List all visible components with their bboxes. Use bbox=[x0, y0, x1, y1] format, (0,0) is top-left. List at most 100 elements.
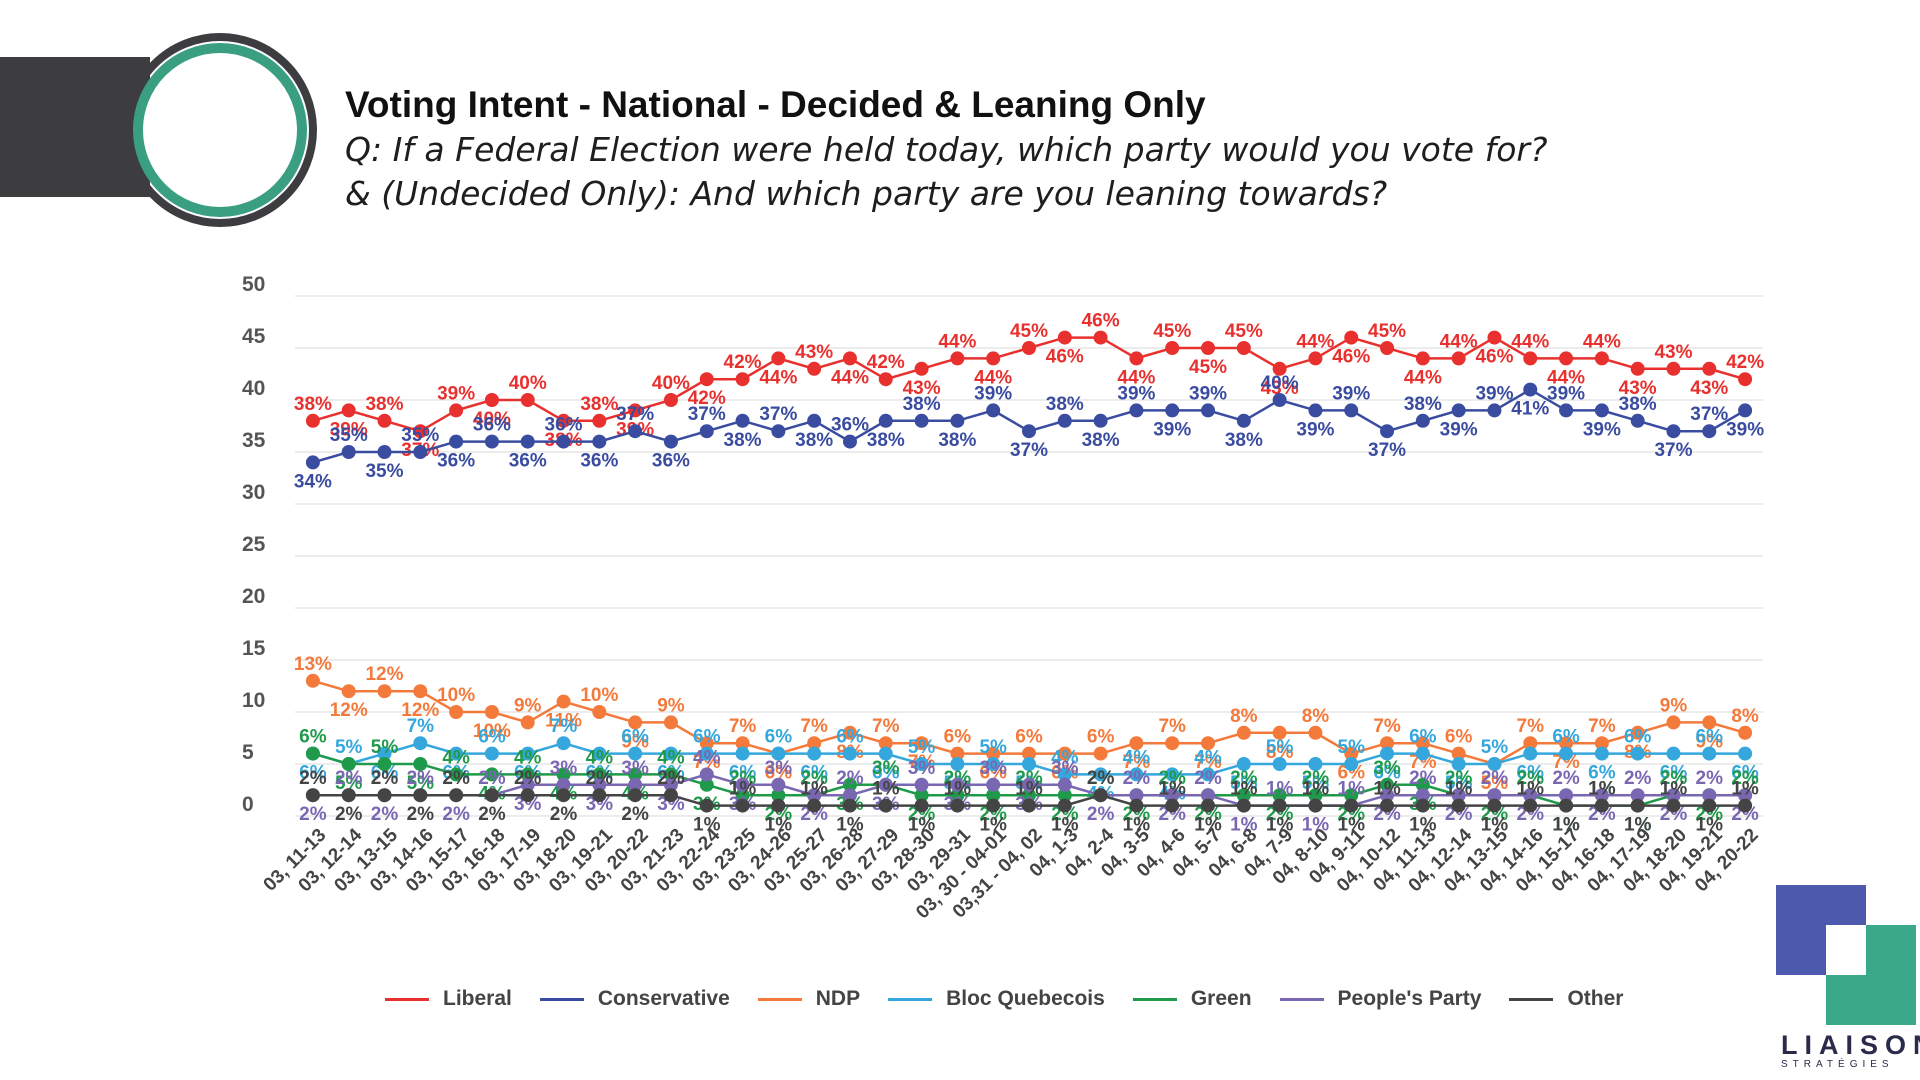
data-label-other: 2% bbox=[478, 804, 506, 825]
data-label-ndp: 10% bbox=[580, 685, 618, 706]
data-label-conservative: 39% bbox=[1547, 383, 1585, 404]
data-point-bloc-quebecois bbox=[1487, 757, 1502, 771]
data-point-liberal bbox=[1594, 351, 1609, 366]
data-label-bloc-quebecois: 6% bbox=[1731, 763, 1759, 784]
data-label-green: 4% bbox=[514, 747, 542, 768]
data-point-conservative bbox=[1057, 413, 1072, 428]
question-line-2: & (Undecided Only): And which party are … bbox=[345, 174, 1388, 213]
data-point-liberal bbox=[1272, 361, 1287, 376]
data-label-conservative: 39% bbox=[974, 383, 1012, 404]
data-point-green bbox=[520, 767, 535, 782]
data-label-bloc-quebecois: 6% bbox=[729, 763, 757, 784]
data-point-conservative bbox=[1165, 403, 1180, 418]
data-point-other bbox=[1630, 798, 1645, 813]
data-label-ndp: 8% bbox=[1302, 706, 1330, 727]
data-label-green: 2% bbox=[1051, 804, 1079, 825]
data-point-conservative bbox=[520, 434, 535, 449]
y-tick-label: 45 bbox=[242, 325, 266, 348]
data-label-liberal: 45% bbox=[1189, 357, 1227, 378]
legend-item-people-s-party: People's Party bbox=[1279, 987, 1481, 1011]
data-point-conservative bbox=[1093, 413, 1108, 428]
data-label-conservative: 37% bbox=[1368, 440, 1406, 461]
data-label-ndp: 8% bbox=[1230, 706, 1258, 727]
data-point-liberal bbox=[1666, 361, 1681, 376]
data-label-people-s-party: 2% bbox=[1373, 804, 1401, 825]
data-point-green bbox=[341, 757, 356, 771]
data-point-people-s-party bbox=[1022, 777, 1036, 792]
data-label-other: 1% bbox=[1051, 815, 1079, 836]
data-label-other: 1% bbox=[1338, 815, 1366, 836]
data-point-liberal bbox=[986, 351, 1001, 366]
data-label-people-s-party: 2% bbox=[1409, 768, 1437, 789]
data-point-other bbox=[735, 798, 750, 813]
data-point-bloc-quebecois bbox=[1666, 746, 1681, 761]
data-point-ndp bbox=[1308, 725, 1323, 740]
data-label-liberal: 43% bbox=[903, 378, 941, 399]
data-label-people-s-party: 2% bbox=[800, 804, 828, 825]
data-point-liberal bbox=[1702, 361, 1717, 376]
data-point-ndp bbox=[377, 684, 392, 699]
data-point-conservative bbox=[484, 434, 499, 449]
data-label-people-s-party: 2% bbox=[1624, 768, 1652, 789]
data-point-green bbox=[592, 767, 607, 782]
data-point-bloc-quebecois bbox=[1344, 757, 1359, 771]
data-label-conservative: 36% bbox=[831, 415, 869, 436]
question-line-1: Q: If a Federal Election were held today… bbox=[345, 130, 1548, 169]
data-point-other bbox=[341, 788, 356, 803]
data-point-people-s-party bbox=[914, 777, 929, 792]
data-point-green bbox=[1022, 788, 1036, 803]
data-label-people-s-party: 2% bbox=[1660, 804, 1688, 825]
data-point-bloc-quebecois bbox=[699, 746, 714, 761]
data-point-bloc-quebecois bbox=[1451, 757, 1466, 771]
data-point-liberal bbox=[341, 403, 356, 418]
data-label-conservative: 41% bbox=[1511, 399, 1549, 420]
data-label-green: 2% bbox=[800, 768, 828, 789]
data-point-liberal bbox=[305, 413, 320, 428]
data-point-green bbox=[771, 788, 786, 803]
data-point-bloc-quebecois bbox=[1308, 757, 1323, 771]
data-point-ndp bbox=[592, 705, 607, 719]
data-point-other bbox=[520, 788, 535, 803]
data-point-liberal bbox=[377, 413, 392, 428]
legend-swatch bbox=[1132, 997, 1177, 1001]
data-label-bloc-quebecois: 5% bbox=[979, 737, 1007, 758]
legend-swatch bbox=[385, 997, 429, 1001]
data-point-ndp bbox=[1594, 736, 1609, 751]
data-point-liberal bbox=[1451, 351, 1466, 366]
data-label-green: 1% bbox=[1552, 815, 1580, 836]
data-label-bloc-quebecois: 6% bbox=[1660, 763, 1688, 784]
data-point-bloc-quebecois bbox=[1415, 746, 1430, 761]
y-tick-label: 35 bbox=[242, 429, 266, 452]
data-point-people-s-party bbox=[1201, 788, 1216, 803]
data-label-ndp: 12% bbox=[401, 700, 439, 721]
y-tick-label: 0 bbox=[242, 793, 254, 816]
data-point-people-s-party bbox=[1380, 788, 1395, 803]
data-label-other: 1% bbox=[729, 779, 757, 800]
data-point-other bbox=[771, 798, 786, 813]
data-label-other: 1% bbox=[1660, 779, 1688, 800]
data-point-conservative bbox=[1129, 403, 1144, 418]
data-label-green: 1% bbox=[1624, 815, 1652, 836]
data-label-conservative: 39% bbox=[1332, 383, 1370, 404]
data-label-other: 1% bbox=[872, 779, 900, 800]
data-point-liberal bbox=[1630, 361, 1645, 376]
data-point-green bbox=[413, 757, 428, 771]
data-label-conservative: 38% bbox=[1082, 430, 1120, 451]
legend-item-bloc-quebecois: Bloc Quebecois bbox=[888, 987, 1105, 1011]
data-label-other: 2% bbox=[586, 768, 614, 789]
data-point-other bbox=[592, 788, 607, 803]
data-point-people-s-party bbox=[592, 777, 607, 792]
data-label-liberal: 43% bbox=[1261, 378, 1299, 399]
chart-title: Voting Intent - National - Decided & Lea… bbox=[345, 84, 1206, 125]
data-label-people-s-party: 2% bbox=[371, 804, 399, 825]
legend-label: Other bbox=[1567, 987, 1624, 1010]
data-label-bloc-quebecois: 5% bbox=[1302, 773, 1330, 794]
data-point-other bbox=[1666, 798, 1681, 813]
data-point-people-s-party bbox=[628, 777, 643, 792]
data-label-people-s-party: 2% bbox=[1087, 804, 1115, 825]
data-label-conservative: 37% bbox=[1690, 404, 1728, 425]
data-label-bloc-quebecois: 5% bbox=[1266, 737, 1294, 758]
data-point-other bbox=[878, 798, 893, 813]
data-point-bloc-quebecois bbox=[592, 746, 607, 761]
data-point-green bbox=[1057, 788, 1072, 803]
